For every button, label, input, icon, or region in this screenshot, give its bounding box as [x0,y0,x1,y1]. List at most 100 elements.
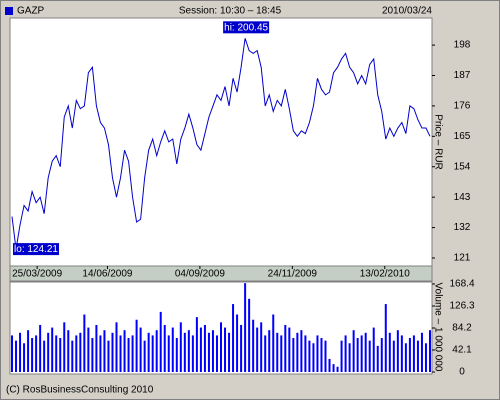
volume-bar [55,335,58,372]
volume-bar [360,335,363,372]
volume-bar [408,338,411,372]
volume-bar [135,319,138,372]
volume-bar [107,340,110,372]
volume-bar [228,332,231,372]
volume-bar [211,330,214,372]
legend-label: GAZP [17,6,45,17]
volume-bar [308,340,311,372]
volume-bar [276,332,279,372]
volume-bar [244,283,247,372]
volume-bar [356,338,359,372]
volume-bar [19,332,22,372]
volume-bar [400,335,403,372]
volume-bar [332,364,335,372]
volume-bar [43,340,46,372]
volume-bar [215,335,218,372]
copyright: (C) RosBusinessConsulting 2010 [6,385,154,396]
volume-bar [51,327,54,372]
y-tick-label: 132 [454,222,471,233]
volume-bar [288,327,291,372]
volume-bar [143,340,146,372]
y-tick-label: 198 [454,40,471,51]
volume-bar [71,340,74,372]
volume-bar [296,332,299,372]
session: Session: 10:30 – 18:45 [179,6,282,17]
volume-bar [240,324,243,372]
volume-bar [304,335,307,372]
volume-bar [187,330,190,372]
volume-bar [328,358,331,372]
volume-bar [167,335,170,372]
volume-bar [195,317,198,372]
volume-bar [220,322,222,372]
volume-bar [224,327,227,372]
volume-bar [59,338,62,372]
volume-bar [340,340,343,372]
volume-bar [272,314,275,372]
volume-bar [151,335,154,372]
volume-bar [280,335,283,372]
y-tick-label: 154 [454,161,471,172]
volume-bar [191,335,194,372]
volume-bar [412,335,415,372]
volume-bar [79,332,82,372]
y-tick-label: 126.3 [449,301,474,312]
volume-bar [372,327,375,372]
volume-bar [127,338,130,372]
volume-bar [175,338,178,372]
volume-bar [264,335,267,372]
volume-bar [380,338,383,372]
volume-bar [364,332,367,372]
volume-bar [67,330,70,372]
volume-bar [119,335,122,372]
x-tick-label: 24/11/2009 [268,269,318,280]
volume-bar [312,343,315,372]
y-axis-title: Price – RUR [432,114,443,170]
volume-bar [300,330,303,372]
date-band [9,265,433,282]
volume-bar [35,335,38,372]
volume-bar [248,298,251,372]
volume-bar [320,338,323,372]
price-line [11,38,431,250]
annotation: hi: 200.45 [224,22,268,33]
volume-bar [236,314,239,372]
volume-bar [171,327,174,372]
volume-bar [147,332,150,372]
volume-bar [155,330,158,372]
volume-bar [392,340,395,372]
y-tick-label: 84.2 [452,323,472,334]
y-tick-label: 121 [454,253,471,264]
y-axis-title: Volume – 1 000 000 [432,283,443,372]
volume-bar [63,322,66,372]
volume-bar [260,322,263,372]
volume-bar [404,343,407,372]
volume-bar [123,330,126,372]
volume-bar [388,332,391,372]
volume-bar [91,338,94,372]
volume-bar [39,324,42,372]
volume-bar [348,343,351,372]
volume-bar [256,327,259,372]
volume-bar [232,304,235,372]
volume-bar [376,345,379,372]
y-tick-label: 187 [454,70,471,81]
volume-bar [416,340,419,372]
volume-bar [131,335,134,372]
volume-bar [268,330,271,372]
volume-bar [87,327,90,372]
volume-bar [324,340,327,372]
legend-swatch [5,7,13,15]
annotation-box [13,243,59,256]
volume-bar [292,338,295,372]
x-tick-label: 04/09/2009 [175,269,225,280]
volume-bar [284,324,287,372]
volume-bar [15,340,18,372]
y-tick-label: 168.4 [449,279,474,290]
volume-bar [11,335,14,372]
volume-bar [316,335,319,372]
volume-bar [428,330,431,372]
annotation: lo: 124.21 [14,244,58,255]
date: 2010/03/24 [382,6,432,17]
